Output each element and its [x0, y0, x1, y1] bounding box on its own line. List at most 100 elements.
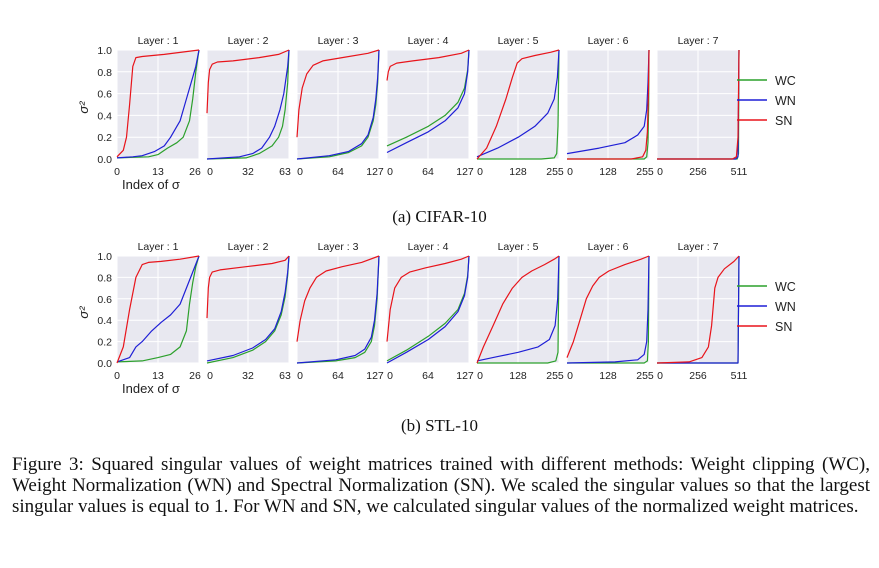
series-line-wn — [476, 255, 560, 362]
series-line-wc — [116, 255, 200, 363]
series-line-wn — [206, 255, 290, 362]
panel-title: Layer : 4 — [408, 35, 449, 47]
x-tick-label: 128 — [599, 166, 617, 178]
y-tick-label: 0.0 — [97, 358, 112, 370]
legend-label: SN — [775, 320, 792, 334]
series-line-sn — [116, 49, 200, 158]
x-tick-label: 0 — [207, 370, 213, 382]
y-tick-label: 0.6 — [97, 294, 112, 306]
x-tick-label: 255 — [546, 370, 564, 382]
series-line-wn — [566, 255, 650, 364]
panel-title: Layer : 2 — [228, 241, 269, 253]
x-tick-label: 0 — [114, 370, 120, 382]
panel-layer-4: Layer : 4 0 64 127 — [386, 241, 474, 382]
x-tick-label: 64 — [332, 370, 344, 382]
panel-title: Layer : 7 — [678, 35, 719, 47]
series-line-wn — [296, 49, 380, 160]
series-line-wn — [476, 49, 560, 158]
subfigure-label-cifar: (a) CIFAR-10 — [392, 207, 487, 226]
x-tick-label: 64 — [422, 370, 434, 382]
x-tick-label: 63 — [279, 166, 291, 178]
series-line-wc — [477, 49, 560, 160]
x-tick-label: 64 — [332, 166, 344, 178]
x-tick-label: 0 — [657, 370, 663, 382]
x-tick-label: 0 — [387, 370, 393, 382]
x-tick-label: 0 — [567, 166, 573, 178]
y-tick-label: 0.8 — [97, 272, 112, 284]
x-tick-label: 26 — [189, 166, 201, 178]
x-tick-label: 128 — [599, 370, 617, 382]
panel-layer-5: Layer : 5 0 128 255 — [476, 35, 564, 178]
panel-layer-7: Layer : 7 0 256 511 — [656, 35, 748, 178]
y-axis-label: σ² — [76, 101, 91, 114]
panel-layer-4: Layer : 4 0 64 127 — [386, 35, 474, 178]
x-tick-label: 127 — [366, 370, 384, 382]
x-tick-label: 26 — [189, 370, 201, 382]
subfigure-label-stl: (b) STL-10 — [401, 416, 478, 435]
series-line-wn — [386, 49, 470, 154]
y-tick-label: 0.2 — [97, 132, 112, 144]
series-line-sn — [566, 255, 650, 358]
panel-title: Layer : 3 — [318, 35, 359, 47]
panel-title: Layer : 1 — [138, 35, 179, 47]
x-tick-label: 0 — [387, 166, 393, 178]
panel-layer-1: Layer : 1 0 13 26 — [114, 241, 201, 382]
panel-title: Layer : 1 — [138, 241, 179, 253]
x-tick-label: 128 — [509, 370, 527, 382]
series-line-sn — [116, 255, 200, 364]
x-tick-label: 63 — [279, 370, 291, 382]
y-tick-label: 0.8 — [97, 67, 112, 79]
panel-layer-3: Layer : 3 0 64 127 — [296, 35, 384, 178]
figure-caption: Figure 3: Squared singular values of wei… — [12, 454, 870, 517]
series-line-wn — [116, 49, 200, 159]
legend-label: WC — [775, 74, 796, 88]
x-tick-label: 511 — [731, 370, 748, 382]
panel-layer-6: Layer : 6 0 128 255 — [566, 241, 654, 382]
legend-item-wn: WN — [737, 300, 796, 314]
legend-label: SN — [775, 114, 792, 128]
x-tick-label: 13 — [152, 370, 164, 382]
series-line-wc — [116, 49, 200, 159]
series-line-sn — [296, 49, 380, 138]
legend-item-sn: SN — [737, 320, 792, 334]
x-tick-label: 255 — [636, 166, 654, 178]
x-tick-label: 0 — [477, 166, 483, 178]
legend-item-wn: WN — [737, 94, 796, 108]
series-line-sn — [657, 49, 740, 160]
series-line-wc — [567, 255, 650, 364]
series-line-sn — [206, 49, 290, 114]
x-tick-label: 255 — [636, 370, 654, 382]
series-line-sn — [567, 49, 650, 160]
series-line-wn — [657, 255, 740, 364]
series-line-sn — [386, 255, 470, 342]
x-tick-label: 127 — [456, 166, 474, 178]
series-line-sn — [386, 49, 470, 81]
y-tick-label: 0.0 — [97, 154, 112, 166]
series-line-sn — [476, 49, 560, 160]
x-tick-label: 127 — [366, 166, 384, 178]
y-tick-label: 1.0 — [97, 251, 112, 263]
panel-layer-7: Layer : 7 0 256 511 — [656, 241, 748, 382]
y-tick-label: 0.6 — [97, 89, 112, 101]
x-tick-label: 32 — [242, 166, 254, 178]
series-line-sn — [476, 255, 560, 364]
y-axis-label: σ² — [76, 306, 91, 319]
x-tick-label: 256 — [689, 370, 707, 382]
x-tick-label: 511 — [731, 166, 748, 178]
y-tick-label: 0.4 — [97, 315, 112, 327]
legend-item-wc: WC — [737, 280, 796, 294]
legend-label: WN — [775, 94, 796, 108]
y-tick-label: 0.4 — [97, 110, 112, 122]
panel-layer-3: Layer : 3 0 64 127 — [296, 241, 384, 382]
x-axis-label: Index of σ — [122, 381, 180, 396]
series-line-wn — [116, 255, 200, 363]
series-line-wc — [206, 49, 290, 160]
x-tick-label: 0 — [114, 166, 120, 178]
series-line-sn — [206, 255, 290, 319]
panel-layer-6: Layer : 6 0 128 255 — [566, 35, 654, 178]
series-line-wn — [296, 255, 380, 364]
series-line-wn — [386, 255, 470, 364]
series-line-wc — [477, 255, 560, 364]
x-tick-label: 0 — [657, 166, 663, 178]
